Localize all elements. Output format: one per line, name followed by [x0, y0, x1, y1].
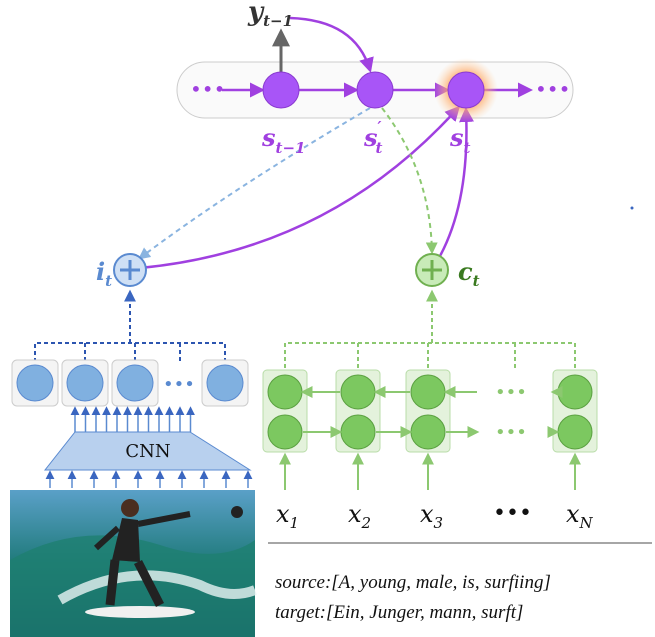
label-part: x [420, 500, 434, 528]
output-label: yt−1 [247, 0, 293, 30]
state-node [448, 72, 484, 108]
label-part: s [261, 123, 276, 152]
hidden-state [341, 415, 375, 449]
image-features: ••• [12, 360, 248, 406]
hidden-state [268, 375, 302, 409]
ellipsis: ••• [535, 77, 570, 101]
text-context-label: ct [458, 257, 480, 290]
label-part: N [579, 514, 594, 532]
label-part: t [464, 139, 471, 157]
label-part: ′ [378, 118, 382, 136]
ellipsis: ••• [495, 382, 527, 403]
label-part: x [348, 500, 362, 528]
hidden-state [268, 415, 302, 449]
label-part: 2 [361, 514, 372, 532]
cnn-label: CNN [125, 441, 170, 462]
label-part: c [458, 257, 473, 286]
ellipsis: ••• [190, 77, 225, 101]
label-part: 3 [434, 514, 444, 532]
input-label: x2 [348, 500, 371, 532]
ellipsis: ••• [495, 422, 527, 443]
hidden-state [411, 375, 445, 409]
state-label: s′t [363, 118, 382, 157]
target-caption: target:[Ein, Junger, mann, surft] [275, 602, 523, 623]
label-part: x [566, 500, 580, 528]
input-label: x1 [276, 500, 299, 532]
input-label: xN [566, 500, 594, 532]
state-node [263, 72, 299, 108]
label-part: t−1 [263, 12, 293, 30]
image-context-label: it [96, 257, 112, 290]
label-part: i [96, 257, 105, 286]
hidden-state [411, 415, 445, 449]
ellipsis: ••• [493, 501, 532, 526]
label-part: t [473, 272, 480, 290]
label-part: t [105, 272, 112, 290]
input-label: x3 [420, 500, 443, 532]
decoder: ••• ••• yt−1 st−1 s′t st [140, 0, 573, 268]
label-part: t [375, 139, 382, 157]
label-part: x [276, 500, 290, 528]
source-caption: source:[A, young, male, is, surfiing] [275, 572, 551, 593]
label-part: t−1 [276, 139, 306, 157]
state-node [357, 72, 393, 108]
text-encoder: ••• ••• [263, 370, 597, 490]
hidden-state [558, 375, 592, 409]
state-label: st−1 [261, 123, 305, 157]
hidden-state [341, 375, 375, 409]
label-part: s [449, 123, 464, 152]
hidden-state [558, 415, 592, 449]
label-part: 1 [290, 514, 300, 532]
diagram: ••• ••• yt−1 st−1 s′t st it ct ••• CNN [0, 0, 655, 637]
svg-text:•••: ••• [163, 374, 195, 395]
photo [10, 490, 255, 637]
